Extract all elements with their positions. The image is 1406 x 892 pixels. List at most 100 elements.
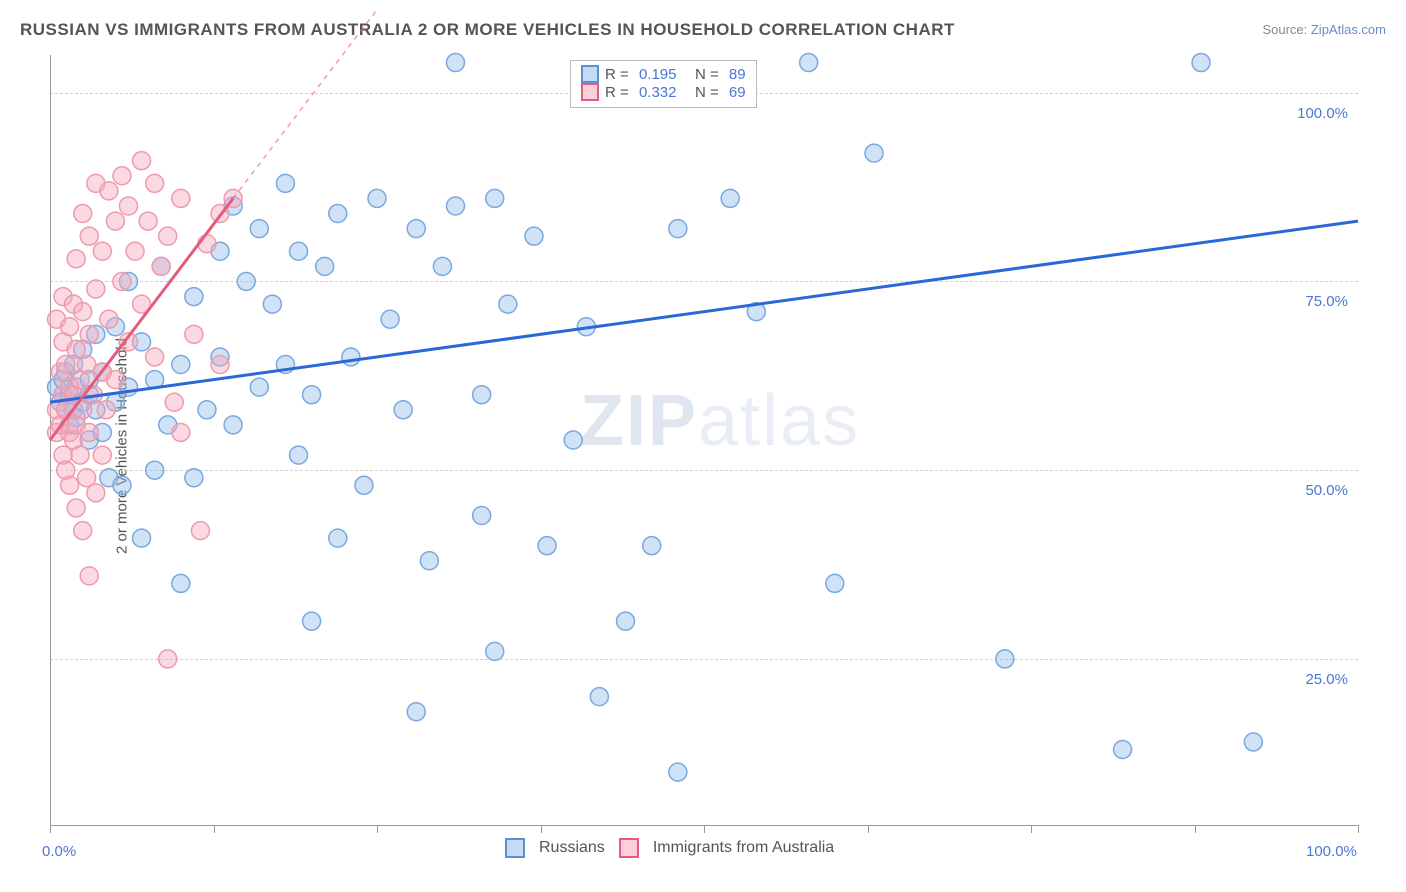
data-point-russians — [381, 310, 399, 328]
data-point-aus — [185, 325, 203, 343]
chart-title: RUSSIAN VS IMMIGRANTS FROM AUSTRALIA 2 O… — [20, 20, 955, 40]
watermark-light: atlas — [698, 381, 860, 461]
legend-n-label: N = — [682, 66, 722, 83]
data-point-aus — [106, 371, 124, 389]
data-point-aus — [126, 242, 144, 260]
legend-r-label: R = — [605, 84, 633, 101]
data-point-aus — [106, 212, 124, 230]
data-point-russians — [407, 220, 425, 238]
data-point-aus — [71, 446, 89, 464]
x-tick — [50, 825, 51, 833]
data-point-russians — [316, 257, 334, 275]
data-point-russians — [669, 763, 687, 781]
data-point-aus — [119, 197, 137, 215]
x-tick — [868, 825, 869, 833]
data-point-russians — [146, 461, 164, 479]
data-point-aus — [159, 650, 177, 668]
data-point-russians — [433, 257, 451, 275]
data-point-aus — [172, 423, 190, 441]
data-point-aus — [100, 310, 118, 328]
series-swatch — [619, 838, 639, 858]
data-point-russians — [237, 272, 255, 290]
data-point-aus — [61, 476, 79, 494]
legend-r-value: 0.332 — [639, 84, 677, 101]
y-tick-label: 100.0% — [1297, 105, 1348, 122]
data-point-aus — [97, 401, 115, 419]
data-point-aus — [93, 446, 111, 464]
data-point-aus — [211, 356, 229, 374]
x-tick — [1358, 825, 1359, 833]
data-point-aus — [67, 250, 85, 268]
data-point-russians — [224, 416, 242, 434]
data-point-russians — [865, 144, 883, 162]
data-point-russians — [446, 197, 464, 215]
data-point-russians — [290, 446, 308, 464]
data-point-russians — [303, 386, 321, 404]
y-tick-label: 75.0% — [1305, 293, 1348, 310]
data-point-russians — [590, 688, 608, 706]
series-swatch — [505, 838, 525, 858]
data-point-russians — [276, 174, 294, 192]
data-point-aus — [113, 272, 131, 290]
data-point-russians — [329, 205, 347, 223]
data-point-russians — [303, 612, 321, 630]
legend-r-value: 0.195 — [639, 66, 677, 83]
x-tick-label-max: 100.0% — [1306, 843, 1357, 860]
data-point-aus — [152, 257, 170, 275]
data-point-russians — [486, 189, 504, 207]
data-point-aus — [113, 167, 131, 185]
data-point-russians — [826, 574, 844, 592]
data-point-russians — [355, 476, 373, 494]
data-point-aus — [146, 174, 164, 192]
data-point-aus — [87, 280, 105, 298]
data-point-russians — [133, 529, 151, 547]
data-point-russians — [185, 288, 203, 306]
data-point-russians — [800, 54, 818, 72]
legend-n-value: 89 — [729, 66, 746, 83]
trend-line-russians — [50, 221, 1358, 402]
legend-row: R = 0.332 N = 69 — [581, 83, 746, 101]
source-prefix: Source: — [1262, 22, 1310, 37]
data-point-aus — [67, 499, 85, 517]
data-point-russians — [250, 378, 268, 396]
data-point-russians — [172, 574, 190, 592]
data-point-aus — [139, 212, 157, 230]
data-point-russians — [407, 703, 425, 721]
data-point-russians — [446, 54, 464, 72]
data-point-russians — [420, 552, 438, 570]
data-point-russians — [721, 189, 739, 207]
legend-r-label: R = — [605, 66, 633, 83]
data-point-russians — [172, 356, 190, 374]
data-point-russians — [368, 189, 386, 207]
series-legend: RussiansImmigrants from Australia — [505, 838, 834, 858]
x-tick — [1195, 825, 1196, 833]
data-point-aus — [165, 393, 183, 411]
legend-swatch — [581, 83, 599, 101]
data-point-russians — [185, 469, 203, 487]
x-tick-label-min: 0.0% — [42, 843, 76, 860]
data-point-aus — [100, 182, 118, 200]
data-point-russians — [669, 220, 687, 238]
legend-n-label: N = — [682, 84, 722, 101]
data-point-russians — [473, 506, 491, 524]
data-point-russians — [113, 476, 131, 494]
data-point-russians — [1192, 54, 1210, 72]
source-link[interactable]: ZipAtlas.com — [1311, 22, 1386, 37]
x-tick — [214, 825, 215, 833]
data-point-russians — [250, 220, 268, 238]
data-point-russians — [329, 529, 347, 547]
legend-n-value: 69 — [729, 84, 746, 101]
data-point-aus — [133, 152, 151, 170]
data-point-aus — [159, 227, 177, 245]
data-point-russians — [499, 295, 517, 313]
x-tick — [1031, 825, 1032, 833]
data-point-aus — [74, 205, 92, 223]
y-tick-label: 50.0% — [1305, 482, 1348, 499]
data-point-aus — [80, 567, 98, 585]
data-point-aus — [191, 522, 209, 540]
data-point-russians — [538, 537, 556, 555]
data-point-aus — [80, 423, 98, 441]
correlation-legend: R = 0.195 N = 89R = 0.332 N = 69 — [570, 60, 757, 108]
data-point-aus — [87, 484, 105, 502]
data-point-russians — [342, 348, 360, 366]
